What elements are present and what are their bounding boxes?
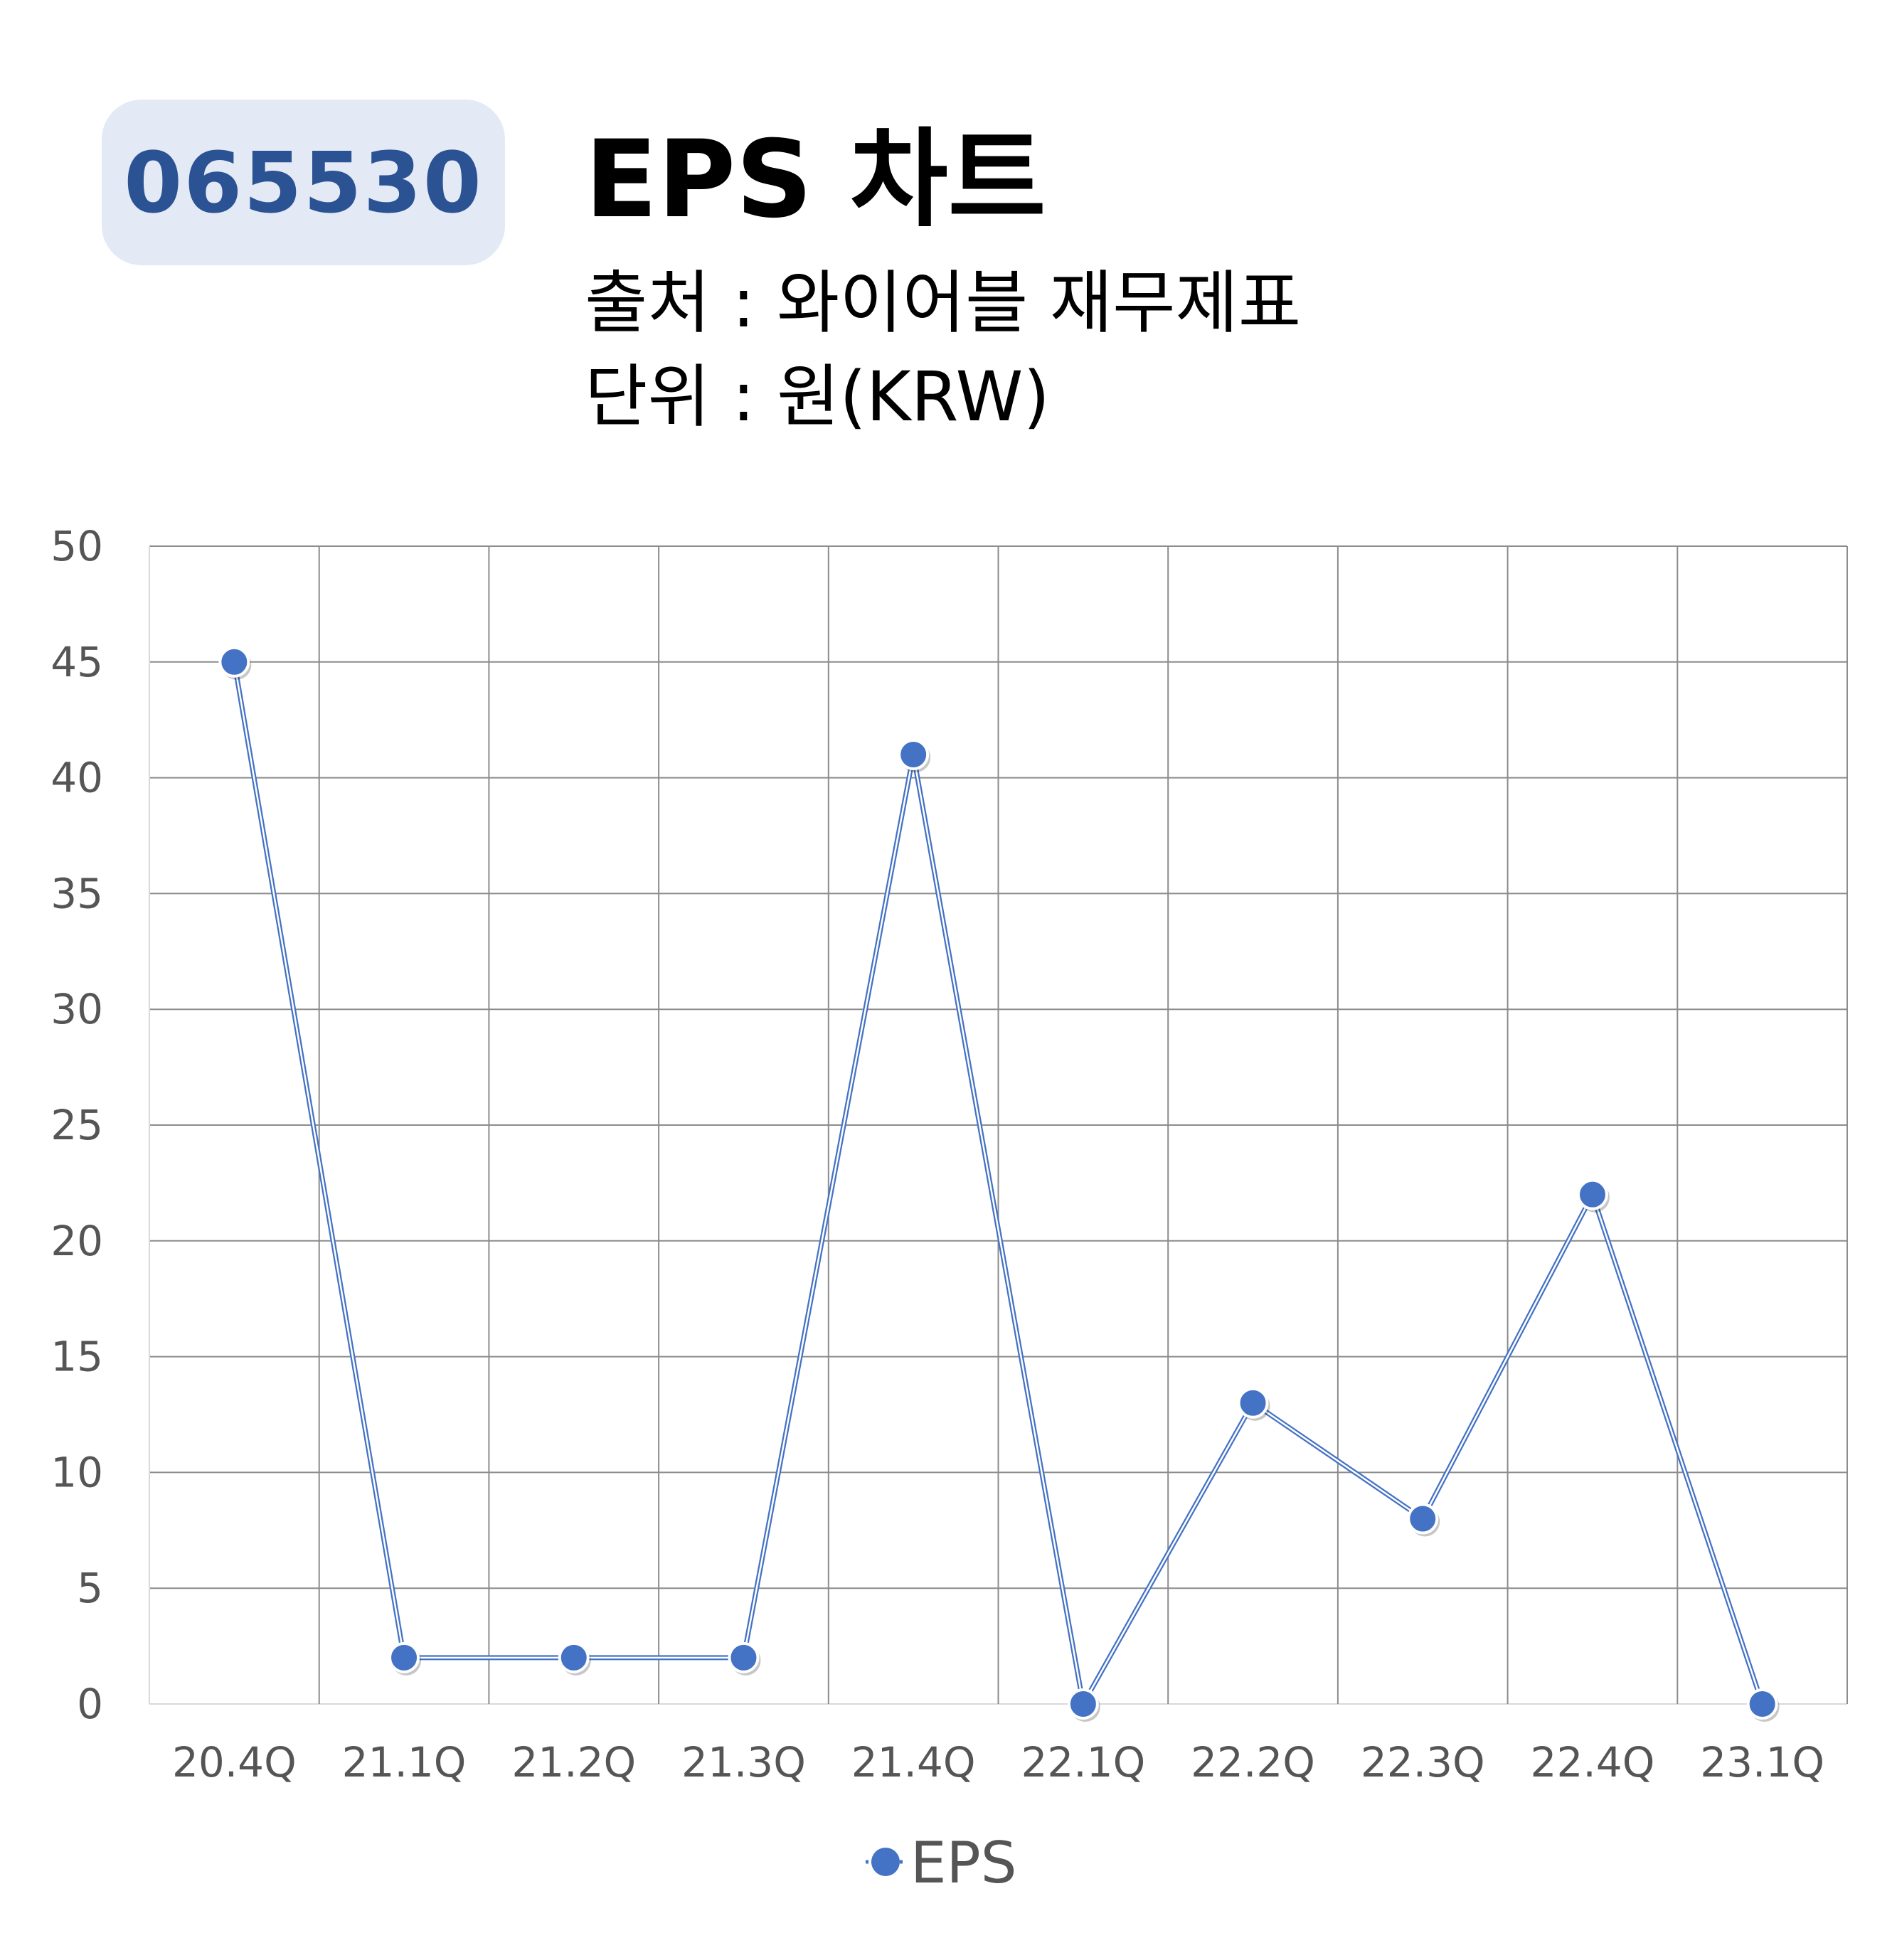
x-tick-label: 21.1Q (342, 1738, 467, 1786)
y-tick-label: 15 (51, 1333, 103, 1381)
source-note: 출처 : 와이어블 재무제표 (585, 263, 1302, 343)
legend-label: EPS (910, 1830, 1017, 1896)
x-tick-label: 22.2Q (1191, 1738, 1315, 1786)
y-tick-label: 35 (51, 869, 103, 917)
unit-note: 단위 : 원(KRW) (585, 357, 1050, 437)
x-tick-label: 21.4Q (851, 1738, 976, 1786)
data-point (388, 1641, 420, 1673)
y-tick-label: 10 (51, 1448, 103, 1496)
y-tick-label: 45 (51, 638, 103, 686)
data-point (728, 1641, 760, 1673)
data-point (1576, 1178, 1608, 1210)
y-tick-label: 20 (51, 1217, 103, 1265)
y-tick-label: 25 (51, 1101, 103, 1149)
data-point (218, 646, 250, 678)
ticker-badge: 065530 (102, 100, 505, 265)
ticker-code: 065530 (124, 133, 483, 232)
grid (149, 545, 1848, 1705)
x-tick-label: 21.2Q (511, 1738, 636, 1786)
x-tick-label: 20.4Q (172, 1738, 297, 1786)
data-point (1237, 1387, 1269, 1419)
x-tick-label: 22.1Q (1021, 1738, 1145, 1786)
data-point (898, 739, 930, 771)
legend: EPS (866, 1830, 1017, 1896)
x-axis-ticks: 20.4Q 21.1Q 21.2Q 21.3Q 21.4Q 22.1Q 22.2Q 22.3Q… (172, 1738, 1824, 1786)
x-tick-label: 21.3Q (681, 1738, 806, 1786)
x-tick-label: 23.1Q (1700, 1738, 1824, 1786)
y-tick-label: 0 (77, 1680, 103, 1728)
data-point (1407, 1503, 1439, 1535)
y-tick-label: 5 (77, 1564, 103, 1612)
data-point (1746, 1688, 1778, 1720)
chart-title: EPS 차트 (585, 118, 1046, 242)
series-line-core (233, 661, 1763, 1705)
y-tick-label: 30 (51, 985, 103, 1033)
data-point (558, 1641, 590, 1673)
y-tick-label: 50 (51, 522, 103, 570)
data-point (1067, 1688, 1099, 1720)
x-tick-label: 22.4Q (1531, 1738, 1655, 1786)
x-tick-label: 22.3Q (1361, 1738, 1485, 1786)
y-axis-ticks: 0 5 10 15 20 25 30 35 40 45 50 (51, 522, 103, 1728)
legend-marker (871, 1848, 900, 1876)
series-eps (218, 646, 1780, 1722)
y-tick-label: 40 (51, 754, 103, 802)
